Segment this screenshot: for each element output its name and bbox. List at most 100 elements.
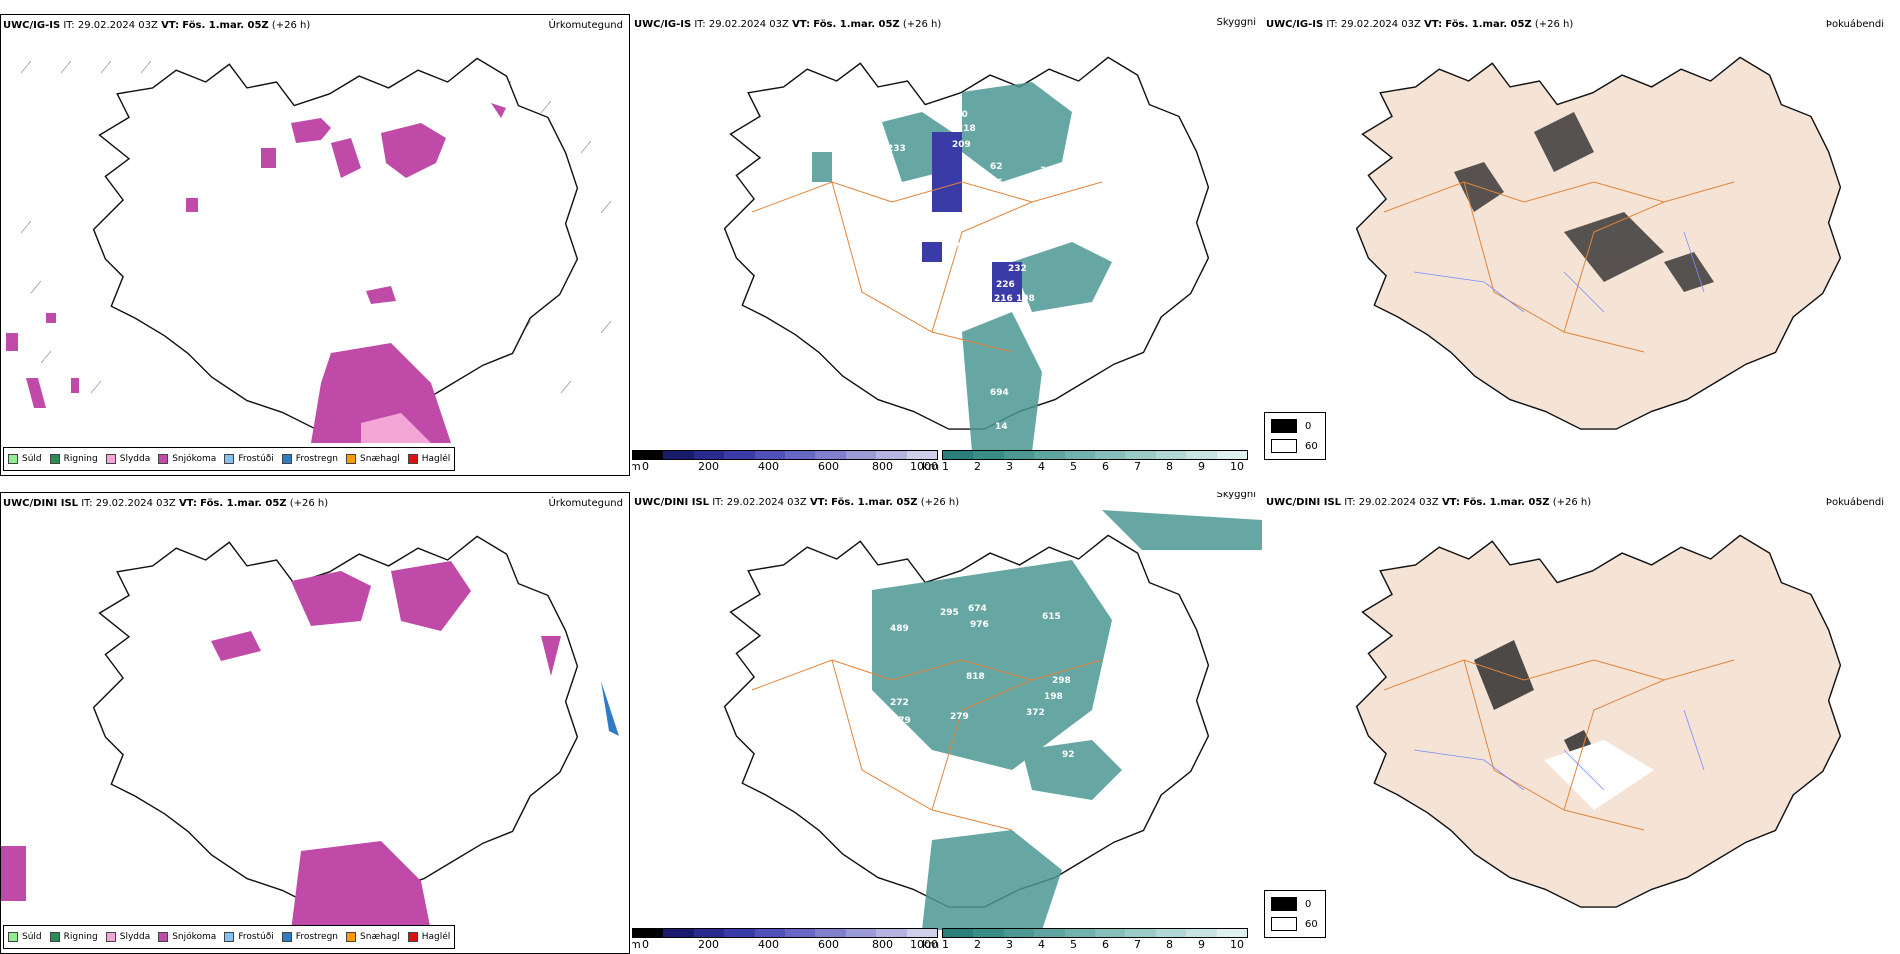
map-value-label: 209 <box>952 140 971 150</box>
map-value-label: 579 <box>892 716 911 726</box>
legend-label: Haglél <box>421 932 451 942</box>
legend-item: Snjókoma <box>158 454 216 464</box>
ceiling-tick: 1000 <box>910 460 938 473</box>
map-value-label: 272 <box>890 698 909 708</box>
visibility-tick: 1 <box>942 460 949 473</box>
legend-swatch-freezing-rain <box>281 454 292 464</box>
visibility-map <box>723 510 1262 930</box>
map-value-label: 165 <box>944 242 963 252</box>
legend-label: Frostúði <box>238 454 274 464</box>
vt-label: VT: <box>792 19 811 30</box>
map-value-label: 279 <box>950 712 969 722</box>
legend-item: Súld <box>8 454 42 464</box>
fog-legend-swatch-white <box>1271 917 1297 931</box>
map-value-label: 216 <box>994 294 1013 304</box>
legend-item: Haglél <box>407 454 450 464</box>
legend-label: Súld <box>22 454 42 464</box>
legend-swatch-freezing-drizzle <box>224 932 235 942</box>
legend-swatch-hail <box>407 932 418 942</box>
ceiling-colorbar-swatches <box>632 450 938 460</box>
visibility-tick: 5 <box>1070 938 1077 951</box>
legend-item: Slydda <box>105 454 150 464</box>
panel-title: Skyggni <box>1216 492 1256 500</box>
legend-item: Snjókoma <box>158 932 216 942</box>
map-value-label: 74 <box>1062 320 1075 330</box>
panel-title: Skyggni <box>1216 17 1256 28</box>
visibility-colorbar-swatches <box>942 928 1248 938</box>
it-label: IT: <box>694 19 706 30</box>
model-name: UWC/IG-IS <box>3 20 61 31</box>
panel-header: UWC/DINI ISL IT: 29.02.2024 03Z VT: Fös.… <box>1266 496 1898 510</box>
legend-label: Snæhagl <box>360 932 400 942</box>
vt-value: Fös. 1.mar. 05Z <box>182 20 269 31</box>
legend-item: Rigning <box>49 454 98 464</box>
fog-legend-row: 0 <box>1271 897 1325 911</box>
map-value-label: 186 <box>984 178 1003 188</box>
visibility-colorbar-ticks: km 1 2 3 4 5 6 7 8 9 10 <box>922 938 1248 952</box>
vt-label: VT: <box>1424 19 1443 30</box>
it-value: 29.02.2024 03Z <box>726 497 807 508</box>
vt-value: Fös. 1.mar. 05Z <box>1445 19 1532 30</box>
map-value-label: 372 <box>1026 708 1045 718</box>
legend-item: Frostregn <box>281 454 338 464</box>
legend-label: Slydda <box>119 932 151 942</box>
map-value-label: 295 <box>940 608 959 618</box>
ceiling-colorbar: m 0 200 400 600 800 1000 <box>632 450 938 476</box>
visibility-tick: 7 <box>1134 460 1141 473</box>
fog-legend-row: 60 <box>1271 439 1325 453</box>
fog-legend-top: 0 60 <box>1264 412 1326 460</box>
legend-label: Súld <box>22 932 42 942</box>
legend-label: Snjókoma <box>172 454 217 464</box>
ceiling-colorbar: m 0 200 400 600 800 1000 <box>632 928 938 954</box>
visibility-tick: 10 <box>1230 460 1244 473</box>
map-value-label: 489 <box>890 624 909 634</box>
vt-label: VT: <box>1441 497 1460 508</box>
panel-header: UWC/DINI ISL IT: 29.02.2024 03Z VT: Fös.… <box>3 497 627 511</box>
visibility-map <box>723 56 1210 452</box>
lead-time: (+26 h) <box>920 497 960 508</box>
fog-legend-value: 60 <box>1305 918 1318 930</box>
panel-title: Þokuábendi <box>1825 19 1884 30</box>
legend-swatch-drizzle <box>8 932 18 942</box>
map-value-label: 355 <box>1040 166 1059 176</box>
panel-header: UWC/DINI ISL IT: 29.02.2024 03Z VT: Fös.… <box>634 492 1260 510</box>
ceiling-tick: 800 <box>872 460 893 473</box>
visibility-colorbar-ticks: km 1 2 3 4 5 6 7 8 9 10 <box>922 460 1248 474</box>
map-value-label: 218 <box>957 124 976 134</box>
legend-swatch-drizzle <box>8 454 18 464</box>
legend-label: Snjókoma <box>172 932 217 942</box>
map-value-label: 694 <box>990 388 1009 398</box>
map-value-label: 198 <box>1044 692 1063 702</box>
legend-swatch-snow <box>158 932 169 942</box>
fog-legend-swatch-black <box>1271 897 1297 911</box>
panel-title: Úrkomutegund <box>548 20 623 31</box>
ceiling-tick: 400 <box>758 460 779 473</box>
fog-legend-bottom: 0 60 <box>1264 890 1326 938</box>
fog-legend-row: 60 <box>1271 917 1325 931</box>
vt-value: Fös. 1.mar. 05Z <box>1463 497 1550 508</box>
legend-label: Frostregn <box>295 932 339 942</box>
legend-label: Rigning <box>63 932 98 942</box>
visibility-tick: 4 <box>1038 938 1045 951</box>
precip-type-panel-igis: UWC/IG-IS IT: 29.02.2024 03Z VT: Fös. 1.… <box>0 14 630 476</box>
ceiling-colorbar-ticks: m 0 200 400 600 800 1000 <box>632 460 938 474</box>
it-label: IT: <box>1344 497 1356 508</box>
fog-panel-igis: UWC/IG-IS IT: 29.02.2024 03Z VT: Fös. 1.… <box>1264 14 1900 476</box>
map-value-label: 70 <box>1142 616 1155 626</box>
legend-item: Haglél <box>407 932 451 942</box>
it-value: 29.02.2024 03Z <box>1358 497 1439 508</box>
fog-panel-dini: UWC/DINI ISL IT: 29.02.2024 03Z VT: Fös.… <box>1264 492 1900 954</box>
map-value-label: 159 <box>1112 746 1131 756</box>
legend-item: Slydda <box>105 932 151 942</box>
lead-time: (+26 h) <box>902 19 942 30</box>
ceiling-tick: 200 <box>698 460 719 473</box>
ceiling-unit: m <box>632 460 641 473</box>
legend-swatch-sleet <box>105 454 116 464</box>
fog-map <box>1355 534 1842 908</box>
fog-map <box>1355 56 1842 430</box>
map-value-label: 818 <box>966 672 985 682</box>
lead-time: (+26 h) <box>1534 19 1574 30</box>
visibility-tick: 8 <box>1166 460 1173 473</box>
ceiling-colorbar-swatches <box>632 928 938 938</box>
legend-swatch-rain <box>49 454 60 464</box>
